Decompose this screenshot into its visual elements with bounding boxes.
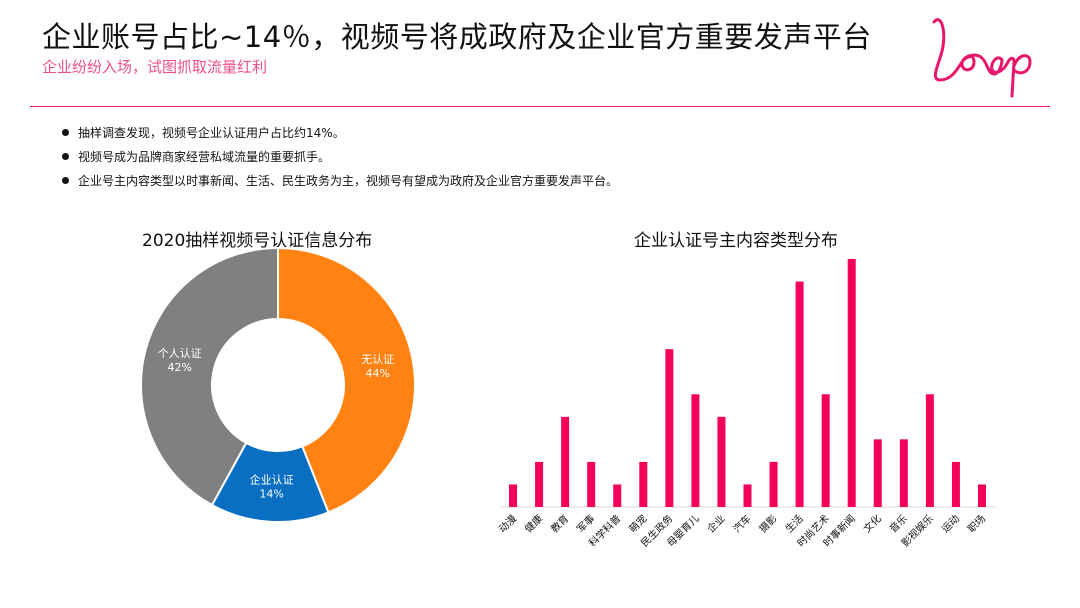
x-tick-label: 运动	[939, 513, 962, 536]
bullet-item: 企业号主内容类型以时事新闻、生活、民生政务为主，视频号有望成为政府及企业官方重要…	[62, 169, 618, 193]
x-tick-label: 文化	[861, 512, 884, 535]
x-tick-label: 军事	[574, 512, 597, 535]
pie-slice-name: 企业认证	[250, 472, 294, 486]
bar	[587, 461, 596, 507]
pie-chart-title: 2020抽样视频号认证信息分布	[142, 231, 373, 251]
x-tick-label: 摄影	[756, 512, 779, 535]
leap-logo	[932, 18, 1032, 98]
x-tick-label: 教育	[548, 512, 571, 535]
bar	[821, 394, 830, 507]
bar	[769, 461, 778, 507]
x-tick-label: 职场	[965, 512, 988, 535]
x-tick-label: 生活	[782, 512, 805, 535]
bar	[665, 349, 674, 507]
bullet-list: 抽样调查发现，视频号企业认证用户占比约14%。 视频号成为品牌商家经营私域流量的…	[62, 121, 618, 193]
pie-slice-percent: 44%	[365, 367, 389, 380]
page-title: 企业账号占比~14％，视频号将成政府及企业官方重要发声平台	[42, 20, 872, 54]
bar	[561, 416, 570, 507]
bar	[613, 484, 622, 507]
bar	[899, 439, 908, 507]
x-tick-label: 企业	[704, 512, 727, 535]
bar	[743, 484, 752, 507]
bar-chart-title: 企业认证号主内容类型分布	[634, 231, 838, 251]
bar	[795, 281, 804, 507]
pie-slice-percent: 42%	[167, 361, 191, 374]
bar	[639, 461, 648, 507]
bullet-item: 抽样调查发现，视频号企业认证用户占比约14%。	[62, 121, 618, 145]
x-tick-label: 萌宠	[626, 512, 649, 535]
pie-slice-name: 个人认证	[158, 347, 202, 360]
x-tick-label: 音乐	[887, 512, 910, 535]
page-subtitle: 企业纷纷入场，试图抓取流量红利	[42, 58, 268, 76]
bullet-item: 视频号成为品牌商家经营私域流量的重要抓手。	[62, 145, 618, 169]
x-tick-label: 汽车	[730, 512, 753, 535]
bar	[691, 394, 700, 507]
x-tick-label: 动漫	[497, 513, 520, 536]
bar	[977, 484, 986, 507]
x-tick-label: 健康	[522, 512, 545, 535]
pie-slice-3	[140, 246, 279, 507]
pie-slice-1	[277, 246, 416, 514]
bar	[717, 416, 726, 507]
pie-slice-name: 无认证	[361, 353, 394, 366]
bar	[951, 461, 960, 507]
pie-slice-percent: 14%	[259, 487, 283, 500]
bar	[847, 259, 856, 507]
header-divider	[30, 106, 1050, 107]
bar	[509, 484, 518, 507]
bar	[535, 461, 544, 507]
bar	[873, 439, 882, 507]
bar	[925, 394, 934, 507]
